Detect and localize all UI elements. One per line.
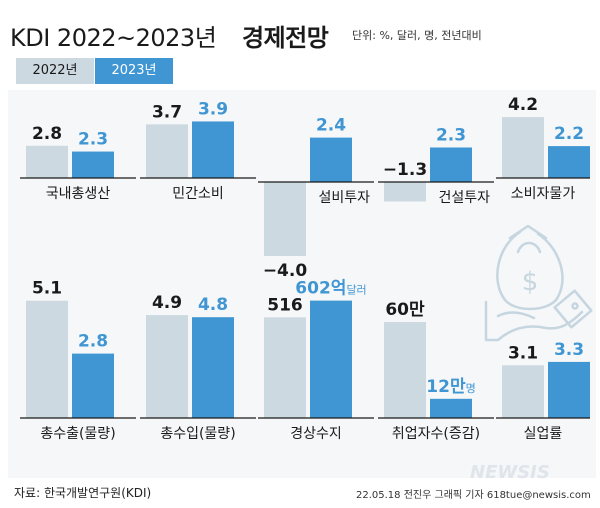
panel-1-value-2023: 2.3 (78, 130, 108, 150)
source-note: 자료: 한국개발연구원(KDI) (14, 486, 152, 500)
panel-2-bar-2022 (146, 124, 188, 178)
panel-4-value-2023: 2.3 (436, 126, 466, 146)
unit-note: 단위: %, 달러, 명, 전년대비 (352, 29, 482, 42)
svg-text:$: $ (522, 267, 539, 297)
panel-5-value-2023: 2.2 (554, 124, 584, 144)
panel-1-bar-2022 (26, 145, 68, 178)
panel-6-value-2023: 2.8 (78, 332, 108, 352)
panel-7-value-2023: 4.8 (198, 295, 228, 315)
panel-6-bar-2022 (26, 300, 68, 418)
panel-1-value-2022: 2.8 (32, 124, 62, 144)
panel-1-bar-2023 (72, 151, 114, 178)
panel-8-unit-suffix: 달러 (346, 284, 366, 297)
panel-10-bar-2023 (548, 361, 590, 418)
panel-7-bar-2022 (146, 315, 188, 418)
credit-note: 22.05.18 전진우 그래픽 기자 618tue@newsis.com (356, 490, 591, 501)
panel-3-bar-2023 (310, 137, 352, 182)
panel-10-value-2023: 3.3 (554, 340, 584, 360)
panel-10-category: 실업률 (524, 426, 563, 442)
panel-6-bar-2023 (72, 353, 114, 418)
panel-7-category: 총수입(물량) (160, 426, 235, 442)
legend-2022: 2022년 (16, 58, 94, 84)
panel-9-bar-2023 (430, 398, 472, 418)
panel-9-unit-suffix: 명 (466, 382, 476, 395)
panel-2-value-2023: 3.9 (198, 99, 228, 119)
panel-4-value-2022: −1.3 (383, 160, 427, 180)
watermark: NEWSIS (470, 462, 550, 483)
page-title-bold: 경제전망 (242, 24, 329, 52)
panel-4-bar-2023 (430, 147, 472, 182)
panel-8-value-2022: 516 (267, 295, 303, 315)
panel-9-value-2023: 12만명 (426, 377, 475, 397)
panel-5-bar-2023 (548, 146, 590, 178)
panel-6-value-2022: 5.1 (32, 279, 62, 299)
panel-7-bar-2023 (192, 317, 234, 418)
panel-2-bar-2023 (192, 121, 234, 178)
panel-10-value-2022: 3.1 (508, 343, 538, 363)
money-hand-icon: $ (484, 224, 593, 342)
panel-2-category: 민간소비 (172, 186, 224, 202)
panel-3-bar-2022 (264, 182, 306, 256)
panel-3-value-2023: 2.4 (316, 116, 346, 136)
panel-8-bar-2022 (264, 317, 306, 418)
panel-7-value-2022: 4.9 (152, 293, 182, 313)
panel-8-category: 경상수지 (290, 426, 342, 442)
panel-3-value-2022: −4.0 (263, 261, 308, 281)
panel-1-category: 국내총생산 (46, 186, 111, 202)
panel-9-value-2022: 60만 (385, 300, 425, 320)
panel-2-value-2022: 3.7 (152, 102, 182, 122)
page-title: KDI 2022~2023년 (10, 24, 217, 52)
panel-8-value-2023: 602억달러 (295, 279, 366, 299)
panel-6-category: 총수출(물량) (40, 426, 115, 442)
panel-5-value-2022: 4.2 (508, 95, 538, 115)
panel-5-category: 소비자물가 (511, 186, 576, 202)
legend-2023: 2023년 (95, 58, 173, 84)
panel-10-bar-2022 (502, 365, 544, 418)
panel-5-bar-2022 (502, 117, 544, 178)
panel-3-category: 설비투자 (318, 190, 370, 206)
panel-4-category: 건설투자 (438, 190, 490, 206)
panel-8-bar-2023 (310, 300, 352, 418)
panel-9-category: 취업자수(증감) (392, 426, 480, 442)
panel-4-bar-2022 (384, 182, 426, 202)
panel-9-bar-2022 (384, 322, 426, 418)
